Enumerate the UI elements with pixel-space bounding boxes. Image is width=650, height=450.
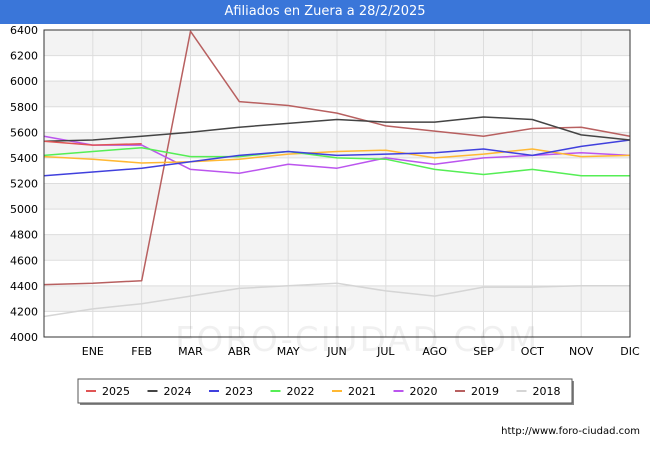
y-tick-label: 6200: [10, 50, 38, 63]
y-tick-label: 5200: [10, 178, 38, 191]
chart-title: Afiliados en Zuera a 28/2/2025: [0, 0, 650, 24]
series-line-2019: [43, 30, 631, 286]
plot-frame: [43, 29, 631, 338]
x-tick-label: OCT: [521, 345, 544, 358]
y-tick-label: 5000: [10, 203, 38, 216]
x-tick-label: ENE: [82, 345, 104, 358]
legend-label-2024: 2024: [164, 385, 192, 398]
y-tick-label: 4800: [10, 229, 38, 242]
legend-label-2023: 2023: [225, 385, 253, 398]
x-tick-label: MAY: [277, 345, 300, 358]
x-tick-label: JUL: [376, 345, 395, 358]
series-line-2025: [43, 140, 142, 146]
legend-label-2019: 2019: [471, 385, 499, 398]
legend-label-2020: 2020: [410, 385, 438, 398]
legend: [77, 378, 573, 404]
series-line-2018: [43, 282, 630, 318]
y-tick-label: 4600: [10, 254, 38, 267]
y-tick-label: 4000: [10, 331, 38, 344]
y-tick-label: 4400: [10, 280, 38, 293]
x-tick-label: NOV: [569, 345, 594, 358]
x-tick-label: MAR: [178, 345, 203, 358]
legend-label-2018: 2018: [533, 385, 561, 398]
series-line-2024: [43, 116, 631, 143]
y-tick-label: 5400: [10, 152, 38, 165]
y-tick-label: 5600: [10, 126, 38, 139]
x-tick-label: AGO: [422, 345, 447, 358]
y-tick-label: 6000: [10, 75, 38, 88]
y-tick-label: 4200: [10, 305, 38, 318]
source-link[interactable]: http://www.foro-ciudad.com: [501, 426, 640, 437]
legend-label-2022: 2022: [287, 385, 315, 398]
legend-label-2021: 2021: [348, 385, 376, 398]
y-tick-label: 5800: [10, 101, 38, 114]
x-tick-label: ABR: [228, 345, 251, 358]
watermark: FORO-CIUDAD.COM: [175, 320, 540, 360]
x-tick-label: JUN: [326, 345, 347, 358]
series-line-2021: [43, 148, 631, 164]
x-tick-label: FEB: [131, 345, 152, 358]
x-tick-label: DIC: [620, 345, 640, 358]
series-line-2023: [43, 139, 631, 177]
series-line-2022: [43, 146, 630, 177]
legend-label-2025: 2025: [102, 385, 130, 398]
y-tick-label: 6400: [10, 24, 38, 37]
x-tick-label: SEP: [473, 345, 494, 358]
